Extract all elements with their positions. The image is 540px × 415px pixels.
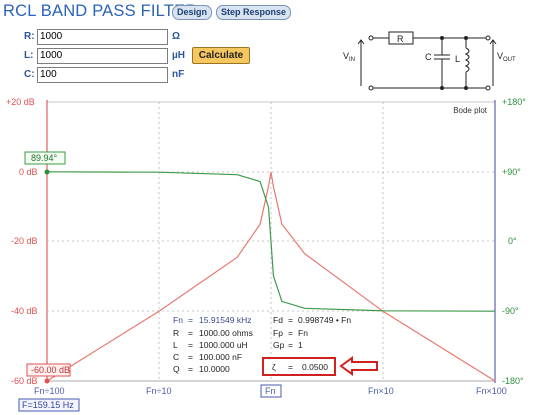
gain-marker-dot (44, 378, 50, 384)
calculate-button[interactable]: Calculate (192, 47, 250, 64)
right-tick-label: -180° (502, 376, 524, 386)
x-tick-label: Fn (265, 386, 276, 396)
zeta-value: 0.0500 (302, 362, 328, 372)
result-value-fn: 15.91549 kHz (199, 315, 251, 325)
result-value-c: 100.000 nF (199, 352, 242, 362)
r-label: R: (24, 31, 35, 42)
result-key: Q (173, 364, 180, 374)
result-key: Fn (173, 315, 183, 325)
freq-marker-value: F=159.15 Hz (22, 400, 74, 410)
result-value-fp: Fn (298, 328, 308, 338)
svg-text:=: = (288, 340, 293, 350)
result-value-fd: 0.998749 • Fn (298, 315, 351, 325)
right-tick-label: 0° (508, 236, 517, 246)
results-panel: Fn = 15.91549 kHz R = 1000.00 ohms L = 1… (173, 315, 351, 374)
gain-marker-value: -60.00 dB (31, 365, 70, 375)
bode-plot: Bode plot (46, 100, 496, 383)
svg-text:=: = (188, 328, 193, 338)
gain-marker-box[interactable] (26, 363, 71, 377)
phase-marker-value: 89.94° (31, 153, 58, 163)
l-unit: µH (172, 50, 185, 61)
x-tick-label: Fn÷100 (34, 386, 64, 396)
result-key: Gp (273, 340, 285, 350)
x-tick-label: Fn÷10 (146, 386, 171, 396)
grid (47, 102, 495, 381)
r-unit: Ω (172, 31, 181, 42)
result-value-r: 1000.00 ohms (199, 328, 253, 338)
result-key: Fp (273, 328, 283, 338)
result-key: R (173, 328, 179, 338)
r-input[interactable]: 1000 (37, 29, 168, 45)
phase-marker-box[interactable] (24, 151, 66, 165)
app-title: RCL BAND PASS FILTER (3, 2, 198, 20)
x-tick-label: Fn×100 (476, 386, 507, 396)
plot-title: Bode plot (453, 106, 488, 115)
inductor-label: L (455, 54, 460, 64)
left-tick-label: -60 dB (11, 376, 38, 386)
plot-series (46, 171, 496, 382)
result-value-q: 10.0000 (199, 364, 230, 374)
result-key: L (173, 340, 178, 350)
left-tick-label: -20 dB (11, 236, 38, 246)
result-key: Fd (273, 315, 283, 325)
svg-text:=: = (188, 364, 193, 374)
vin-label: VIN (343, 51, 355, 63)
svg-text:=: = (288, 315, 293, 325)
freq-marker-box[interactable] (18, 398, 80, 412)
svg-text:=: = (188, 315, 193, 325)
right-tick-label: +180° (502, 97, 526, 107)
left-tick-label: 0 dB (19, 167, 38, 177)
resistor-label: R (397, 34, 404, 44)
svg-text:=: = (288, 328, 293, 338)
vout-label: VOUT (497, 51, 516, 63)
inductor-symbol (464, 47, 470, 73)
l-label: L: (24, 50, 34, 61)
arrow-left-icon (339, 356, 378, 376)
zeta-key: ζ (272, 362, 276, 372)
svg-text:=: = (288, 362, 293, 372)
gain-curve (46, 171, 496, 382)
tab-step-response[interactable]: Step Response (216, 5, 292, 20)
left-tick-label: +20 dB (6, 97, 35, 107)
svg-text:=: = (188, 340, 193, 350)
zeta-highlight-box (262, 357, 336, 376)
c-label: C: (24, 69, 35, 80)
fn-marker-box (260, 384, 282, 398)
result-value-gp: 1 (298, 340, 303, 350)
c-unit: nF (172, 69, 185, 80)
tab-design[interactable]: Design (172, 5, 213, 20)
right-tick-label: -90° (502, 306, 519, 316)
right-tick-label: +90° (502, 167, 521, 177)
capacitor-label: C (425, 52, 432, 62)
phase-marker-dot (44, 169, 50, 175)
phase-curve (46, 171, 496, 312)
x-tick-label: Fn×10 (368, 386, 394, 396)
left-tick-label: -40 dB (11, 306, 38, 316)
c-input[interactable]: 100 (37, 67, 168, 83)
circuit-schematic (357, 31, 497, 91)
result-value-l: 1000.000 uH (199, 340, 248, 350)
l-input[interactable]: 1000 (37, 48, 168, 64)
svg-text:=: = (188, 352, 193, 362)
result-key: C (173, 352, 179, 362)
